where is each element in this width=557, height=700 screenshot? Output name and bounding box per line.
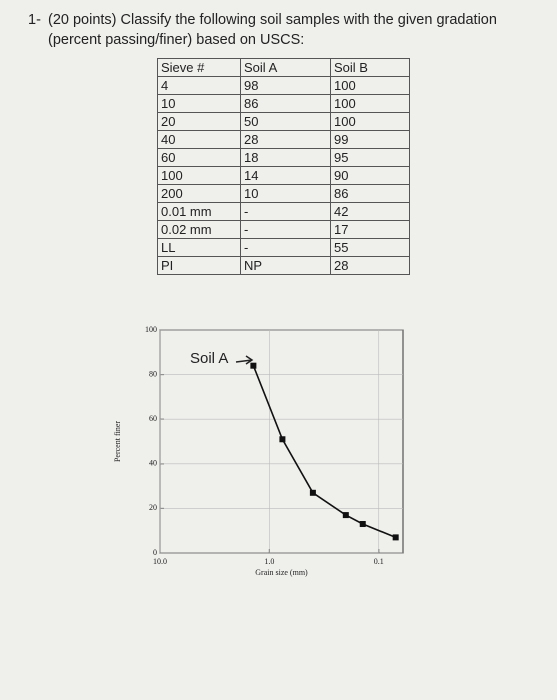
annotation-arrow [235, 355, 254, 365]
data-point [309, 489, 316, 496]
x-tick-label: 1.0 [264, 557, 274, 566]
data-point [279, 436, 286, 443]
y-tick-label: 80 [149, 369, 157, 378]
question: 1- (20 points) Classify the following so… [28, 10, 528, 50]
table-row: 10 86 100 [157, 94, 410, 113]
x-axis-label: Grain size (mm) [255, 568, 308, 577]
table-row: LL -55 [157, 238, 410, 257]
question-number: 1- [28, 12, 41, 28]
table-row: 40 28 99 [157, 130, 410, 149]
table-cell: Soil B [330, 58, 410, 77]
table-row: 20 50 100 [157, 112, 410, 131]
x-tick-label: 0.1 [374, 557, 384, 566]
table-cell: Sieve # [157, 58, 241, 77]
table-cell: 100 [330, 94, 410, 113]
y-tick-label: 100 [145, 325, 157, 334]
question-text: (20 points) Classify the following soil … [48, 12, 497, 48]
table-row: 4 98 100 [157, 76, 410, 95]
table-cell: 0.01 mm [157, 202, 241, 221]
table-cell: 28 [330, 256, 410, 275]
y-axis-label: Percent finer [113, 421, 122, 462]
gradation-table: Sieve # Soil A Soil B 4 98 100 10 86 100 20 50 100 4… [157, 58, 410, 275]
x-tick-label: 10.0 [153, 557, 167, 566]
data-point [359, 521, 366, 528]
table-cell: 99 [330, 130, 410, 149]
y-tick-label: 60 [149, 414, 157, 423]
table-cell: 100 [157, 166, 241, 185]
data-point [392, 534, 399, 541]
y-tick-label: 40 [149, 459, 157, 468]
table-cell: 55 [330, 238, 410, 257]
y-tick-label: 0 [153, 548, 157, 557]
table-header: Sieve # Soil A Soil B [157, 58, 410, 77]
data-point [342, 512, 349, 519]
table-row: PI NP 28 [157, 256, 410, 275]
table-row: 200 10 86 [157, 184, 410, 203]
table-cell: Soil A [240, 58, 331, 77]
table-row: 0.01 mm -42 [157, 202, 410, 221]
y-tick-label: 20 [149, 503, 157, 512]
table-cell: 100 [330, 112, 410, 131]
data-line [252, 365, 396, 539]
annotation: Soil A [190, 350, 228, 367]
data-point [250, 362, 257, 369]
table-cell: 100 [330, 76, 410, 95]
table-cell: NP [240, 256, 331, 275]
